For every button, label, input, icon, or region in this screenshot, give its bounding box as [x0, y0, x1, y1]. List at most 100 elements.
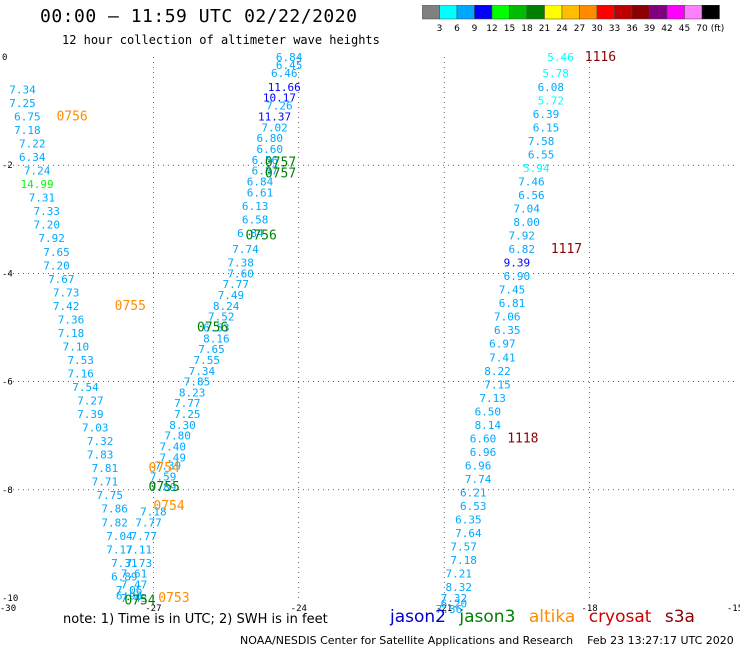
data-point-center-track: 7.11 — [126, 543, 153, 556]
time-label: 0755 — [115, 299, 146, 314]
colorbar-tick-label: 33 — [609, 24, 620, 34]
data-point-west-track: 7.04 — [106, 530, 133, 543]
data-point-center-track: 6.84 — [237, 227, 264, 240]
data-point-center-track: 7.34 — [189, 365, 216, 378]
data-point-west-track: 7.20 — [34, 219, 61, 232]
data-point-west-track: 7.71 — [92, 476, 119, 489]
colorbar-tick-label: 21 — [539, 24, 550, 34]
data-point-east-track: 7.06 — [494, 311, 521, 324]
data-point-east-track: 7.57 — [450, 541, 477, 554]
legend-altika: altika — [528, 607, 576, 627]
units-note: note: 1) Time is in UTC; 2) SWH is in fe… — [63, 612, 328, 627]
colorbar-tick-label: 45 — [679, 24, 690, 34]
data-point-center-track: 6.87 — [252, 165, 279, 178]
time-label: 1116 — [585, 50, 616, 65]
data-point-west-track: 6.34 — [19, 151, 46, 164]
y-tick-label: -2 — [2, 161, 13, 171]
data-point-west-track: 7.73 — [53, 286, 80, 299]
data-point-center-track: 7.89 — [150, 481, 177, 494]
data-point-center-track: 7.02 — [261, 121, 288, 134]
data-point-west-track: 7.82 — [101, 516, 128, 529]
data-point-west-track: 7.54 — [72, 381, 99, 394]
x-tick-label: -15 — [727, 604, 740, 614]
y-tick-label: -8 — [2, 486, 13, 496]
data-point-east-track: 7.18 — [450, 554, 477, 567]
data-point-center-track: 7.49 — [160, 451, 187, 464]
data-point-center-track: 7.77 — [174, 397, 201, 410]
data-point-east-track: 7.45 — [499, 284, 526, 297]
data-point-west-track: 7.33 — [34, 205, 61, 218]
legend-cryosat: cryosat — [588, 607, 652, 627]
time-label: 0756 — [245, 229, 276, 244]
x-tick-label: -30 — [0, 604, 16, 614]
data-point-center-track: 7.39 — [155, 459, 182, 472]
time-label: 0755 — [149, 480, 180, 495]
time-label: 0754 — [149, 461, 180, 476]
footer-org: NOAA/NESDIS Center for Satellite Applica… — [240, 634, 574, 647]
data-point-center-track: 7.60 — [227, 267, 254, 280]
data-point-center-track: 6.58 — [242, 213, 269, 226]
data-point-west-track: 7.42 — [53, 300, 80, 313]
data-point-center-track: 6.56 — [252, 154, 279, 167]
data-point-center-track: 7.26 — [266, 100, 293, 113]
data-point-east-track: 8.14 — [475, 419, 502, 432]
data-point-center-track: 6.84 — [247, 175, 274, 188]
colorbar-tick-label: 36 — [626, 24, 638, 34]
data-point-west-track: 7.27 — [77, 395, 104, 408]
time-label: 0754 — [124, 594, 155, 609]
colorbar: 3 6 9 12 15 18 21 24 27 30 33 36 39 42 45 70 (ft) — [422, 5, 724, 34]
time-label: 1117 — [551, 242, 582, 257]
data-point-west-track: 7.34 — [9, 83, 36, 96]
data-point-west-track: 7.06 — [116, 584, 143, 597]
time-label: 0757 — [265, 166, 296, 181]
colorbar-tick-label: 12 — [486, 24, 497, 34]
data-point-west-track: 7.20 — [43, 259, 70, 272]
data-point-center-track: 7.77 — [223, 278, 250, 291]
data-point-east-track: 6.81 — [499, 297, 526, 310]
data-point-west-track: 7.83 — [87, 449, 114, 462]
data-point-west-track: 7.10 — [63, 340, 90, 353]
data-point-east-track: 9.39 — [504, 257, 531, 270]
data-point-center-track: 7.80 — [164, 430, 191, 443]
data-point-west-track: 7.43 — [121, 592, 148, 605]
data-point-center-track: 7.52 — [208, 311, 235, 324]
data-point-west-track: 7.03 — [82, 422, 109, 435]
data-point-east-track: 6.82 — [508, 243, 535, 256]
colorbar-tick-label: 15 — [504, 24, 515, 34]
data-point-west-track: 7.22 — [19, 138, 46, 151]
data-point-center-track: 11.37 — [258, 111, 291, 124]
data-point-east-track: 6.55 — [528, 148, 555, 161]
data-point-west-track: 7.31 — [111, 557, 138, 570]
time-label: 0756 — [197, 321, 228, 336]
colorbar-tick-label: 30 — [591, 24, 603, 34]
data-point-center-track: 7.74 — [232, 243, 259, 256]
y-tick-label: -6 — [2, 378, 13, 388]
data-point-center-track: 7.73 — [126, 557, 153, 570]
data-point-center-track: 7.25 — [174, 408, 201, 421]
data-point-center-track: 7.77 — [130, 530, 157, 543]
data-point-center-track: 7.49 — [218, 289, 245, 302]
colorbar-tick-label: 3 — [437, 24, 443, 34]
data-point-east-track: 7.58 — [528, 135, 555, 148]
data-point-center-track: 7.77 — [135, 516, 162, 529]
data-point-west-track: 7.18 — [58, 327, 85, 340]
chart-title: 00:00 – 11:59 UTC 02/22/2020 — [40, 6, 358, 27]
data-point-center-track: 7.61 — [121, 568, 148, 581]
data-point-center-track: 6.80 — [256, 132, 283, 145]
data-point-east-track: 6.21 — [460, 487, 487, 500]
colorbar-tick-label: 9 — [472, 24, 478, 34]
data-point-center-track: 7.55 — [193, 354, 220, 367]
colorbar-tick-label: 18 — [521, 24, 533, 34]
data-point-west-track: 7.18 — [14, 124, 41, 137]
data-point-center-track: 6.93 — [116, 589, 143, 602]
data-point-center-track: 6.61 — [247, 186, 274, 199]
data-point-east-track: 6.39 — [533, 108, 560, 121]
data-point-east-track: 7.13 — [479, 392, 506, 405]
data-point-west-track: 7.86 — [101, 503, 128, 516]
data-point-center-track: 6.84 — [276, 51, 303, 64]
data-point-center-track: 8.30 — [169, 419, 196, 432]
data-point-east-track: 6.96 — [465, 459, 492, 472]
time-label: 1118 — [507, 431, 538, 446]
data-point-west-track: 7.36 — [58, 313, 85, 326]
data-point-center-track: 6.13 — [242, 200, 269, 213]
